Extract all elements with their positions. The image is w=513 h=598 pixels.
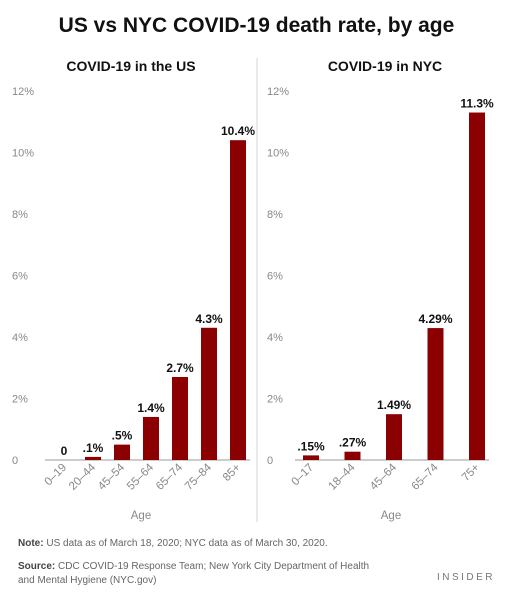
chart-title: US vs NYC COVID-19 death rate, by age (58, 14, 455, 37)
y-tick-label: 10% (12, 148, 34, 160)
y-tick-label: 8% (12, 209, 28, 221)
bar (201, 327, 217, 460)
x-tick-label: 20–44 (67, 461, 99, 493)
x-tick-label: 65–74 (410, 461, 442, 493)
x-tick-label: 0–19 (43, 462, 70, 489)
bar (344, 451, 361, 460)
data-label: 10.4% (221, 124, 255, 138)
note-body: US data as of March 18, 2020; NYC data a… (43, 538, 328, 549)
y-tick-label: 12% (12, 86, 34, 98)
y-tick-label: 6% (267, 271, 283, 283)
note-label: Note: (18, 538, 44, 549)
bar (85, 456, 101, 460)
x-tick-label: 75–84 (183, 461, 215, 493)
source-label: Source: (18, 561, 56, 572)
y-tick-label: 4% (267, 332, 283, 344)
data-label: 4.3% (195, 312, 223, 326)
bar (114, 444, 130, 460)
x-tick-label: 18–44 (327, 461, 359, 493)
data-label: 0 (61, 444, 68, 458)
source-text: Source: CDC COVID-19 Response Team; New … (18, 560, 378, 588)
panel-title: COVID-19 in NYC (328, 58, 442, 74)
bar (230, 140, 246, 460)
x-tick-label: 75+ (460, 461, 482, 483)
x-tick-label: 55–64 (125, 461, 157, 493)
x-tick-label: 0–17 (290, 462, 317, 489)
source-body: CDC COVID-19 Response Team; New York Cit… (18, 561, 370, 586)
y-tick-label: 2% (12, 394, 28, 406)
bar (469, 112, 485, 461)
charts-area: COVID-19 in the US 0 2% 4% 6% 8% 10% 12% 0 0–19 .1… (12, 58, 494, 522)
data-label: 1.4% (137, 401, 165, 415)
x-tick-label: 45–64 (368, 461, 400, 493)
brand-logo: INSIDER (436, 572, 495, 583)
y-tick-label: 2% (267, 394, 283, 406)
data-label: .1% (83, 441, 104, 455)
x-tick-label: 65–74 (154, 461, 186, 493)
data-label: 1.49% (377, 398, 411, 412)
note-text: Note: US data as of March 18, 2020; NYC … (18, 537, 328, 551)
y-tick-label: 10% (267, 148, 289, 160)
bar (143, 416, 159, 460)
bar (303, 455, 319, 460)
bar (386, 414, 402, 460)
x-axis-label: Age (131, 510, 151, 522)
y-tick-label: 12% (267, 86, 289, 98)
data-label: 2.7% (166, 361, 194, 375)
bar (172, 376, 188, 460)
bar (427, 328, 444, 460)
data-label: 11.3% (460, 97, 494, 111)
data-label: 4.29% (418, 312, 452, 326)
y-tick-label: 0 (12, 455, 18, 467)
y-tick-label: 4% (12, 332, 28, 344)
x-tick-label: 85+ (221, 461, 243, 483)
x-axis-label: Age (381, 510, 401, 522)
panel-title: COVID-19 in the US (66, 58, 195, 74)
x-tick-label: 45–54 (96, 461, 128, 493)
y-tick-label: 0 (267, 455, 273, 467)
y-tick-label: 6% (12, 271, 28, 283)
data-label: .27% (339, 436, 367, 450)
data-label: .5% (112, 429, 133, 443)
data-label: .15% (297, 439, 325, 453)
y-tick-label: 8% (267, 209, 283, 221)
